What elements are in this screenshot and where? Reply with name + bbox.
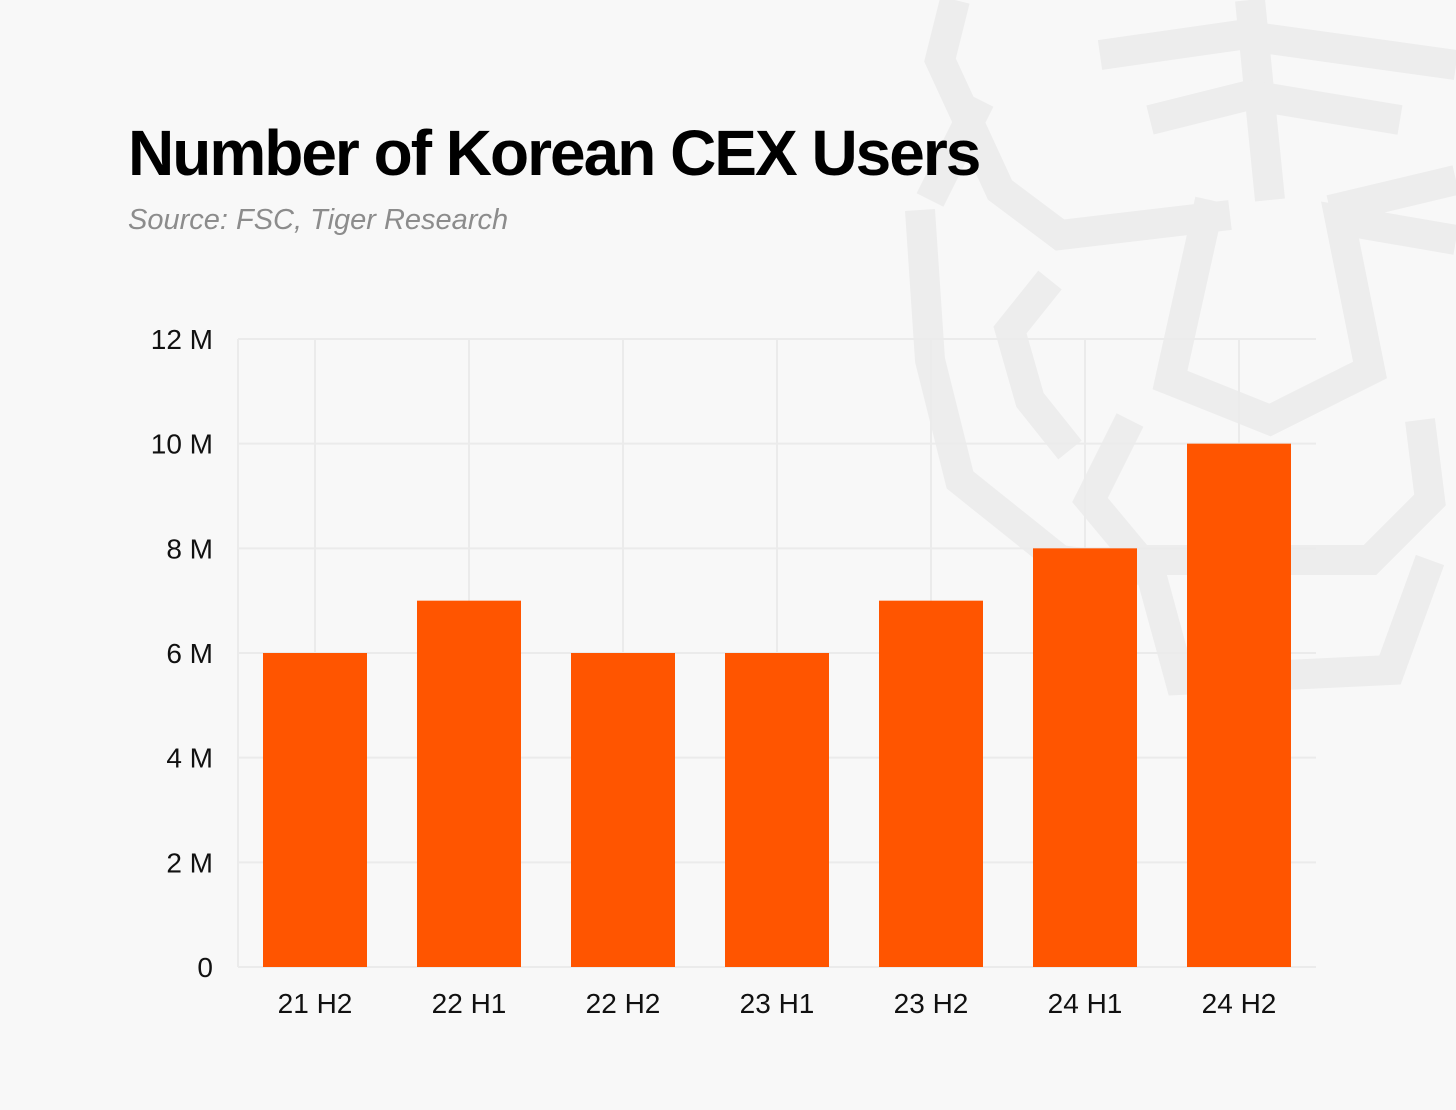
chart-title: Number of Korean CEX Users bbox=[128, 117, 981, 189]
y-tick-label: 2 M bbox=[166, 847, 213, 878]
bar bbox=[571, 653, 675, 967]
x-tick-label: 23 H2 bbox=[894, 988, 969, 1019]
chart-subtitle: Source: FSC, Tiger Research bbox=[128, 204, 509, 236]
bar bbox=[1033, 548, 1137, 967]
bar bbox=[725, 653, 829, 967]
y-tick-label: 4 M bbox=[166, 743, 213, 774]
x-tick-label: 24 H2 bbox=[1202, 988, 1277, 1019]
y-tick-label: 10 M bbox=[151, 429, 213, 460]
bar bbox=[879, 600, 983, 967]
y-tick-label: 12 M bbox=[151, 324, 213, 355]
y-tick-label: 6 M bbox=[166, 638, 213, 669]
x-tick-label: 22 H1 bbox=[432, 988, 507, 1019]
x-tick-label: 21 H2 bbox=[278, 988, 353, 1019]
x-tick-label: 23 H1 bbox=[740, 988, 815, 1019]
y-tick-label: 8 M bbox=[166, 533, 213, 564]
x-tick-label: 24 H1 bbox=[1048, 988, 1123, 1019]
bar bbox=[417, 600, 521, 967]
y-tick-label: 0 bbox=[197, 952, 213, 983]
x-tick-label: 22 H2 bbox=[586, 988, 661, 1019]
bar bbox=[1187, 443, 1291, 968]
bar bbox=[263, 653, 367, 967]
